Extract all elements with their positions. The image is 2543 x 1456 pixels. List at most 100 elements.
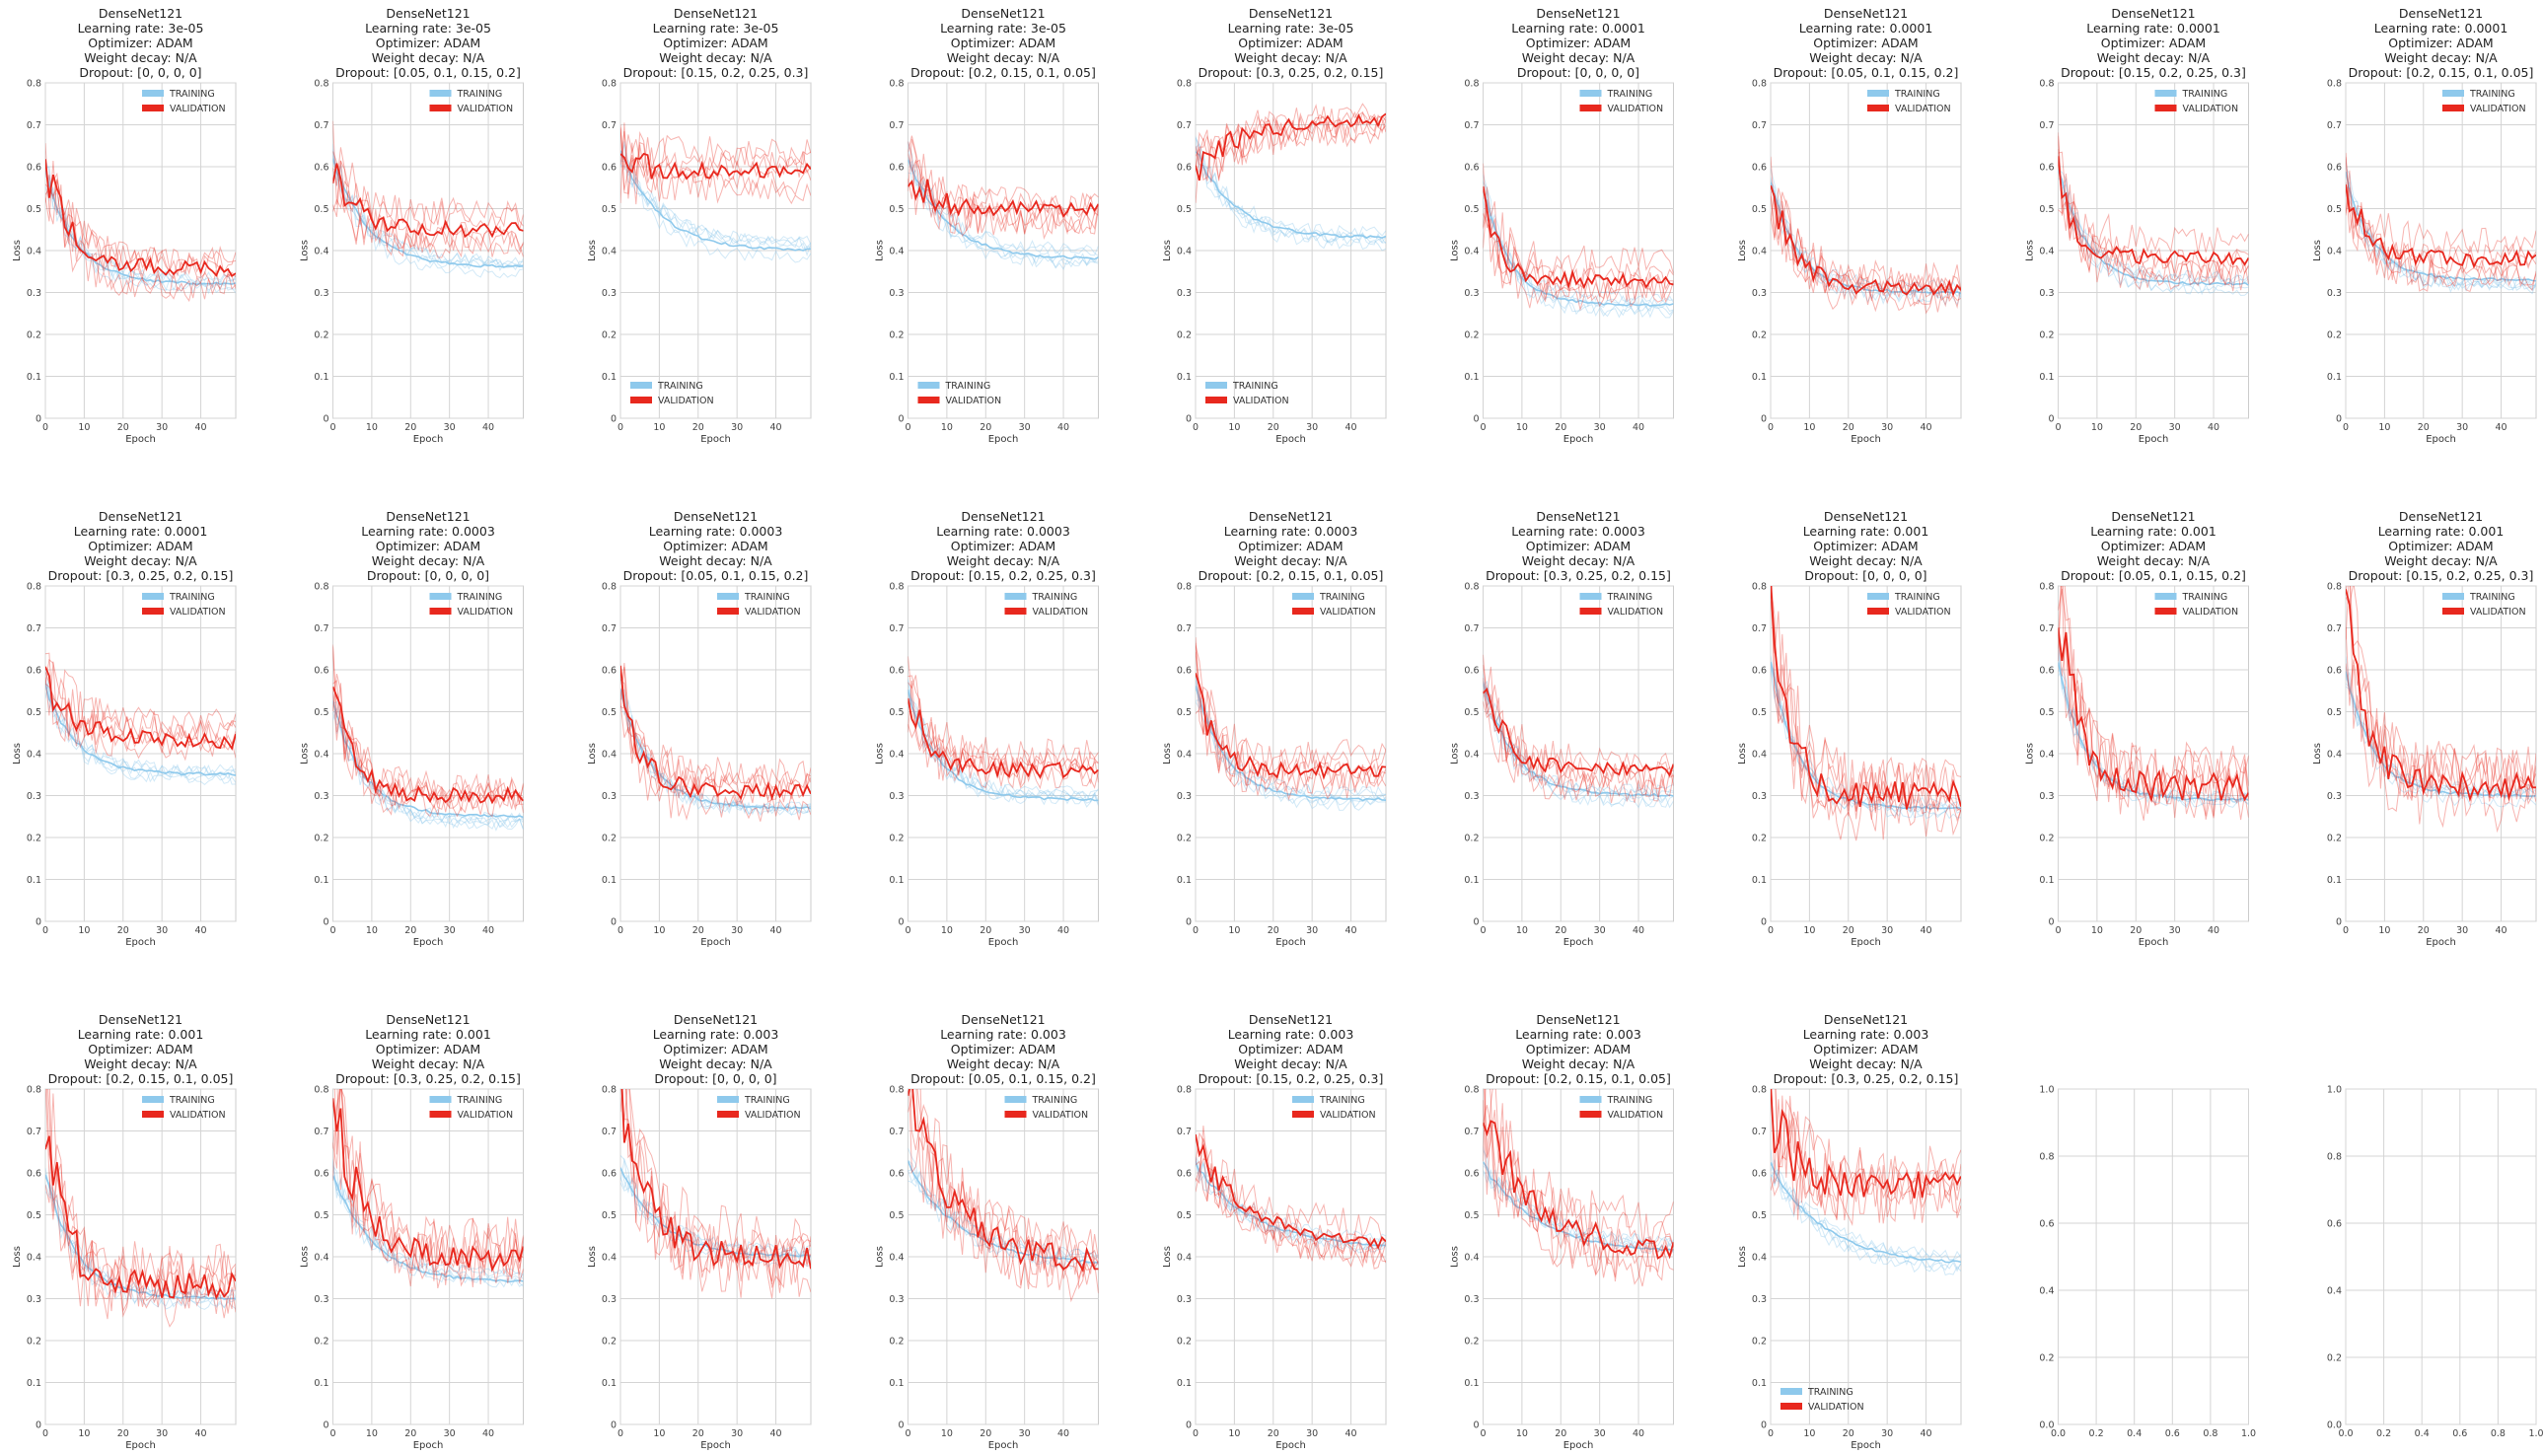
training-run-line [908, 141, 1099, 266]
y-tick-label: 0.8 [889, 1085, 904, 1096]
training-run-line [45, 1183, 236, 1310]
training-run-line [908, 157, 1099, 270]
validation-run-line [620, 667, 811, 822]
plot-lines [1196, 1126, 1386, 1270]
legend-swatch [917, 382, 940, 389]
validation-mean-line [1483, 185, 1674, 290]
training-run-line [2058, 169, 2249, 297]
y-tick-label: 0.0 [2039, 1420, 2054, 1431]
y-tick-label: 0.3 [1464, 1294, 1479, 1305]
validation-run-line [2058, 631, 2249, 821]
subplot-title-line: DenseNet121 [961, 509, 1045, 524]
legend-label: TRAINING [1607, 1095, 1653, 1106]
y-tick-label: 0 [36, 414, 41, 425]
y-tick-label: 0.3 [27, 1294, 41, 1305]
y-tick-label: 0.5 [27, 707, 41, 718]
x-tick-label: 0 [618, 1428, 623, 1439]
subplot-title-line: Dropout: [0.15, 0.2, 0.25, 0.3] [623, 65, 809, 80]
validation-run-line [908, 135, 1099, 241]
legend-label: TRAINING [1807, 1387, 1853, 1398]
legend-swatch [1867, 90, 1889, 97]
legend-swatch [1004, 608, 1027, 615]
legend-swatch [2442, 593, 2464, 600]
legend: TRAINING VALIDATION [2442, 89, 2526, 114]
legend-label: VALIDATION [458, 1110, 514, 1121]
validation-run-line [620, 128, 811, 179]
y-tick-label: 0.8 [1177, 1085, 1192, 1096]
validation-run-line [1483, 206, 1674, 312]
plot-frame [2345, 1088, 2537, 1425]
x-tick-label: 20 [692, 925, 704, 936]
validation-run-line [2346, 157, 2536, 275]
y-tick-label: 0.2 [1752, 1337, 1767, 1347]
x-tick-label: 0 [2343, 422, 2349, 433]
legend-label: TRAINING [169, 89, 215, 100]
plot-lines [1196, 636, 1386, 811]
y-tick-label: 0.1 [1177, 875, 1192, 886]
subplot-title-line: DenseNet121 [1824, 6, 1908, 21]
validation-run-line [2058, 173, 2249, 258]
validation-run-line [1196, 636, 1386, 792]
x-tick-label: 10 [653, 1428, 665, 1439]
validation-run-line [48, 1089, 236, 1319]
plot-lines [620, 662, 811, 822]
subplot-title-line: Optimizer: ADAM [88, 1042, 192, 1056]
legend-swatch [1292, 608, 1314, 615]
y-tick-label: 0.5 [27, 204, 41, 215]
subplot-title-line: DenseNet121 [674, 509, 758, 524]
y-tick-label: 0 [36, 1420, 41, 1431]
validation-mean-line [1483, 1120, 1674, 1260]
y-tick-label: 0.5 [1177, 1210, 1192, 1221]
y-axis-label: Loss [300, 1246, 311, 1268]
x-tick-label: 20 [2130, 925, 2142, 936]
y-tick-label: 0.7 [602, 623, 617, 634]
y-tick-label: 0.8 [2039, 582, 2054, 593]
y-tick-label: 0.4 [602, 750, 617, 761]
y-tick-label: 0.3 [1464, 288, 1479, 299]
y-axis-label: Loss [2312, 240, 2323, 261]
subplot-title-line: Dropout: [0.2, 0.15, 0.1, 0.05] [1199, 568, 1384, 583]
x-tick-label: 30 [731, 422, 743, 433]
y-tick-label: 0.5 [889, 1210, 904, 1221]
training-run-line [620, 155, 811, 256]
y-tick-label: 0.7 [602, 120, 617, 131]
subplot-title-line: DenseNet121 [99, 509, 182, 524]
validation-run-line [332, 180, 524, 258]
y-tick-label: 0.4 [2327, 750, 2342, 761]
training-run-line [1483, 673, 1674, 800]
subplot-title-line: Weight decay: N/A [84, 1056, 197, 1071]
x-axis-label: Epoch [2426, 434, 2456, 445]
validation-run-line [1483, 1089, 1674, 1285]
plot-lines [908, 135, 1099, 270]
subplot-title-line: DenseNet121 [1536, 6, 1620, 21]
y-tick-label: 0.6 [1752, 666, 1767, 677]
legend-swatch [2154, 105, 2177, 111]
legend-swatch [1004, 1111, 1027, 1118]
plot-lines [1483, 654, 1674, 809]
subplot-title-line: Learning rate: 0.0003 [936, 524, 1070, 539]
subplot-title-line: Dropout: [0, 0, 0, 0] [79, 65, 201, 80]
y-tick-label: 0.7 [314, 120, 328, 131]
x-tick-label: 30 [1594, 1428, 1606, 1439]
y-tick-label: 0 [611, 917, 617, 928]
subplot-title-line: DenseNet121 [2399, 509, 2483, 524]
training-run-line [908, 1159, 1099, 1261]
legend: TRAINING VALIDATION [142, 89, 226, 114]
validation-mean-line [1771, 586, 1961, 810]
x-axis-label: Epoch [413, 1440, 444, 1451]
validation-mean-line [45, 666, 236, 751]
subplot-title-line: Optimizer: ADAM [1526, 539, 1631, 553]
y-tick-label: 0.2 [2327, 330, 2342, 341]
plot-lines [1196, 103, 1386, 252]
subplot-title-line: Optimizer: ADAM [2388, 539, 2493, 553]
y-axis-label: Loss [587, 240, 598, 261]
validation-run-line [1775, 1089, 1961, 1223]
x-axis-label: Epoch [988, 937, 1019, 948]
plot-lines [45, 1089, 236, 1328]
subplot-title-line: Dropout: [0.05, 0.1, 0.15, 0.2] [335, 65, 521, 80]
x-tick-label: 10 [1228, 925, 1240, 936]
y-tick-label: 0.8 [2327, 1152, 2342, 1163]
x-tick-label: 30 [444, 925, 456, 936]
